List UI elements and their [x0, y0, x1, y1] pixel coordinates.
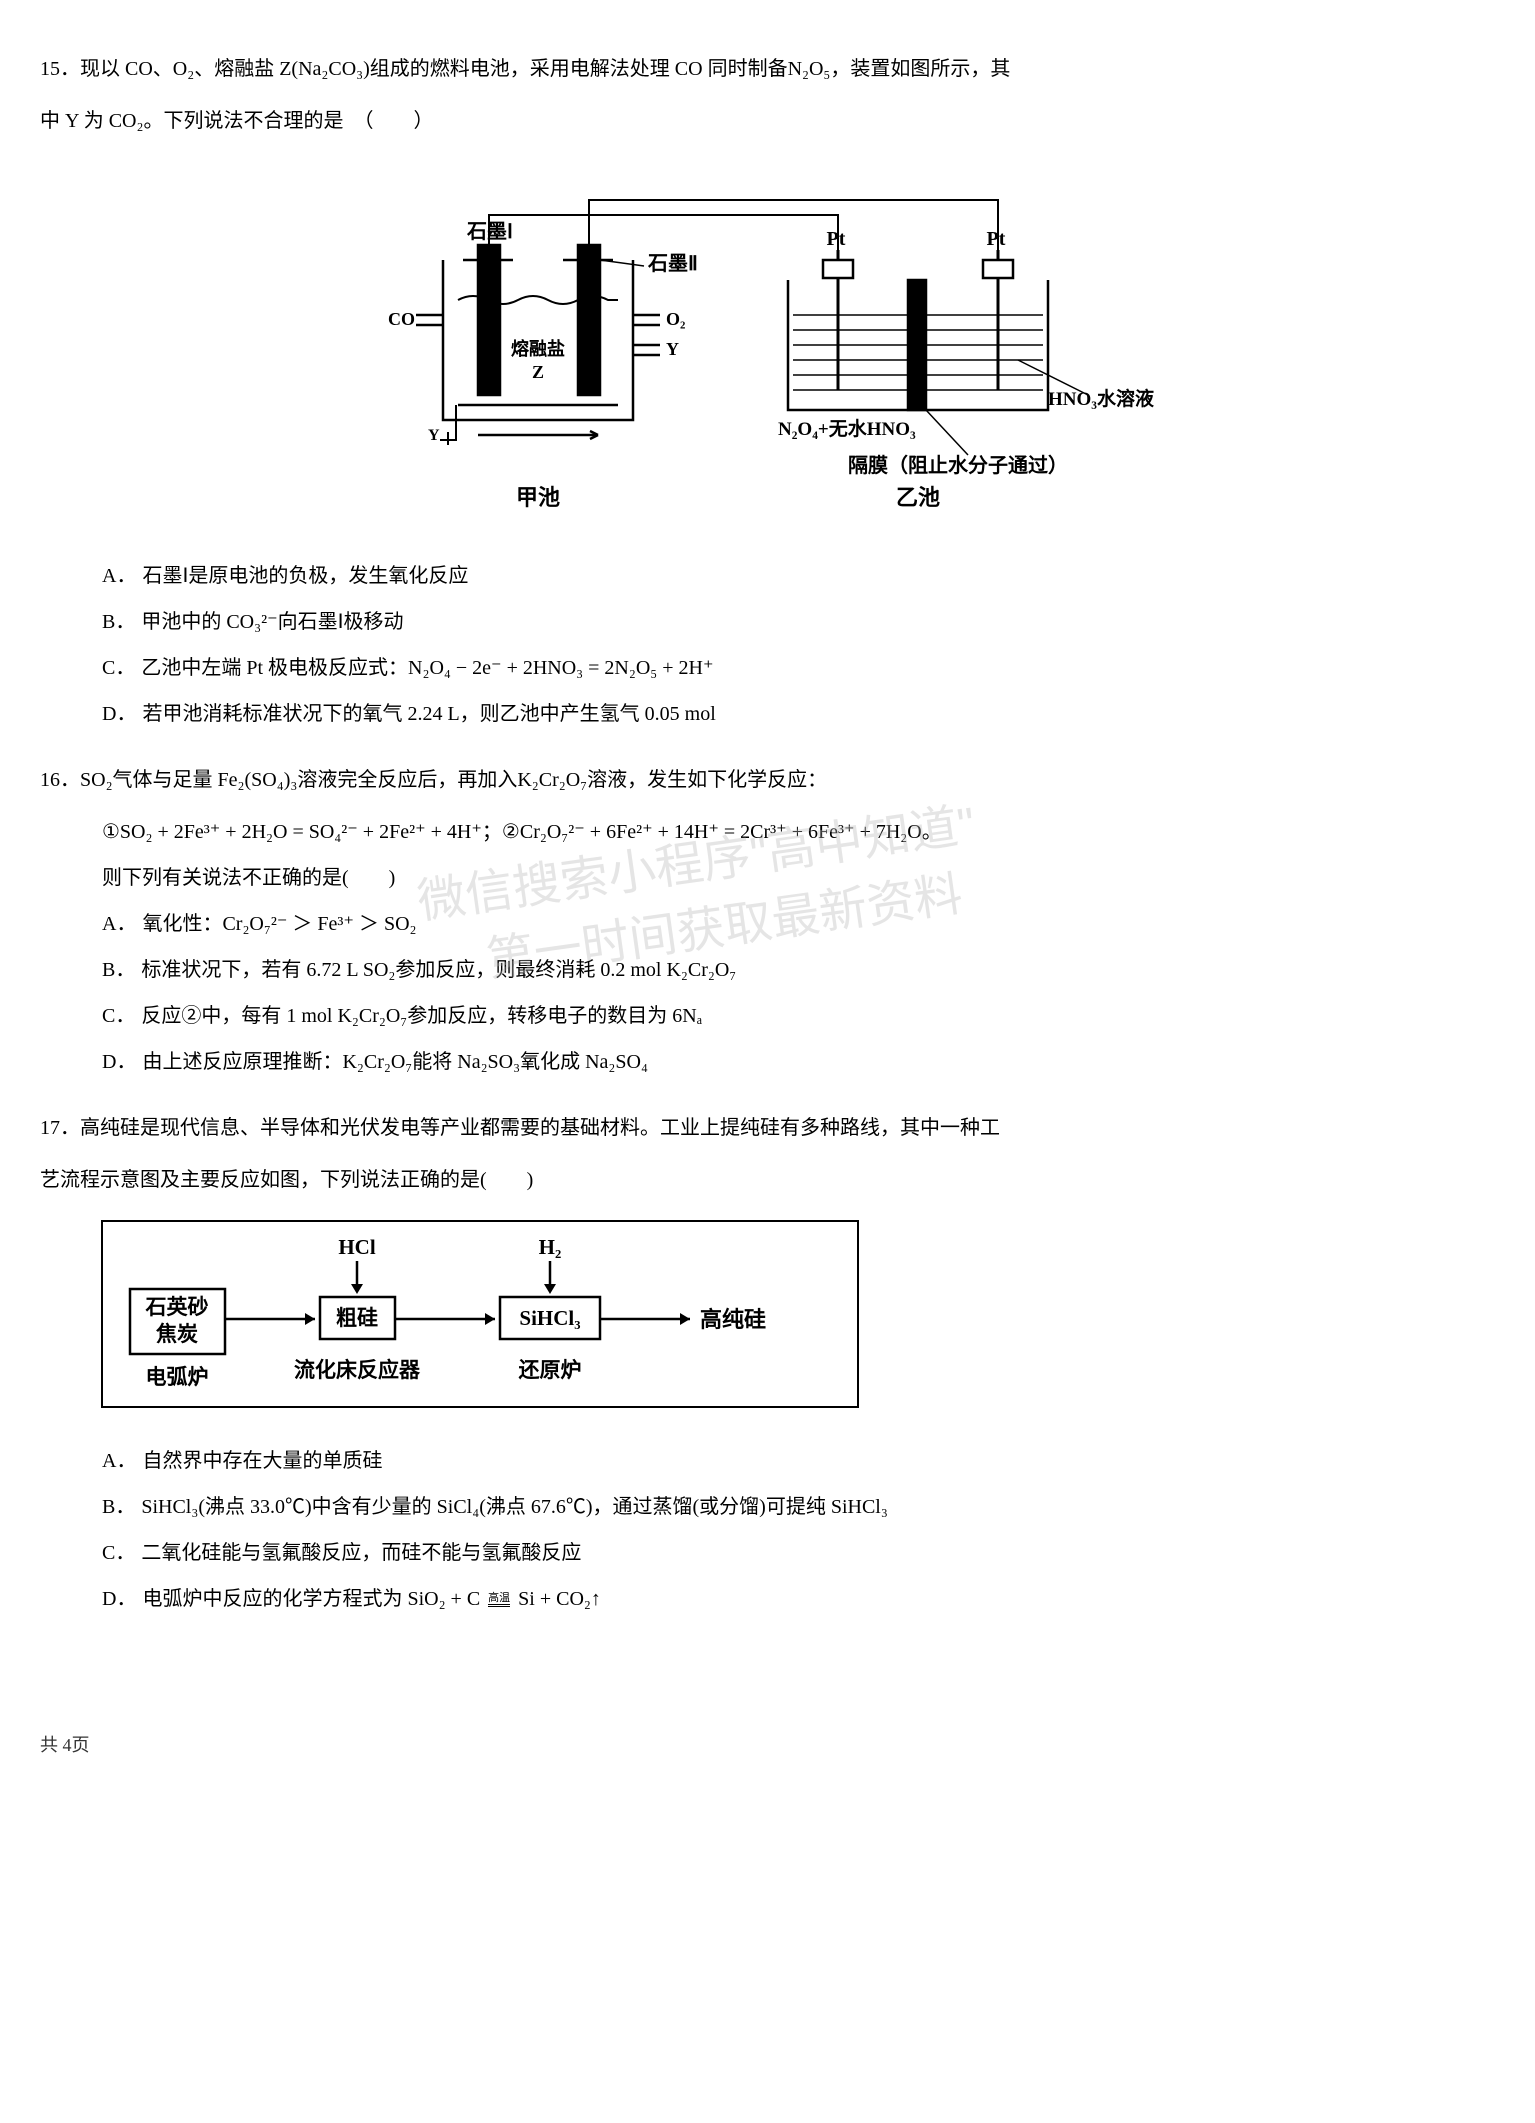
svg-text:Pt: Pt	[986, 228, 1005, 250]
question-15: 15．现以 CO、O₂、熔融盐 Z(Na₂CO₃)组成的燃料电池，采用电解法处理…	[40, 50, 1475, 733]
q15-number: 15．	[40, 58, 80, 80]
svg-text:HNO₃水溶液: HNO₃水溶液	[1048, 387, 1155, 410]
q16-option-b: B．标准状况下，若有 6.72 L SO₂参加反应，则最终消耗 0.2 mol …	[102, 951, 1475, 989]
svg-text:石英砂: 石英砂	[145, 1295, 209, 1319]
svg-text:焦炭: 焦炭	[155, 1322, 198, 1346]
svg-text:高纯硅: 高纯硅	[700, 1307, 766, 1332]
q16-stem: 16．SO₂气体与足量 Fe₂(SO₄)₃溶液完全反应后，再加入K₂Cr₂O₇溶…	[40, 761, 1475, 799]
svg-text:SiHCl₃: SiHCl₃	[519, 1306, 580, 1330]
q17-option-c: C．二氧化硅能与氢氟酸反应，而硅不能与氢氟酸反应	[102, 1534, 1475, 1572]
svg-text:乙池: 乙池	[895, 485, 939, 510]
q15-option-c: C．乙池中左端 Pt 极电极反应式：N₂O₄ − 2e⁻ + 2HNO₃ = 2…	[102, 649, 1475, 687]
page-footer: 共 4页	[40, 1728, 1475, 1762]
q16-option-c: C．反应②中，每有 1 mol K₂Cr₂O₇参加反应，转移电子的数目为 6Nₐ	[102, 997, 1475, 1035]
q15-option-a: A．石墨Ⅰ是原电池的负极，发生氧化反应	[102, 557, 1475, 595]
svg-text:石墨Ⅱ: 石墨Ⅱ	[647, 252, 698, 275]
q17-option-a: A．自然界中存在大量的单质硅	[102, 1442, 1475, 1480]
q17-options: A．自然界中存在大量的单质硅 B．SiHCl₃(沸点 33.0℃)中含有少量的 …	[40, 1442, 1475, 1618]
q15-diagram: 石墨Ⅰ 石墨Ⅱ Pt Pt CO O₂ Y 熔融盐 Z Y N₂O₄+无水HNO…	[40, 160, 1475, 533]
q16-option-a: A．氧化性：Cr₂O₇²⁻ ＞ Fe³⁺ ＞ SO₂	[102, 905, 1475, 943]
q15-option-d: D．若甲池消耗标准状况下的氧气 2.24 L，则乙池中产生氢气 0.05 mol	[102, 695, 1475, 733]
svg-text:Z: Z	[531, 362, 543, 382]
svg-text:N₂O₄+无水HNO₃: N₂O₄+无水HNO₃	[778, 418, 916, 440]
q16-reactions: ①SO₂ + 2Fe³⁺ + 2H₂O = SO₄²⁻ + 2Fe²⁺ + 4H…	[40, 813, 1475, 851]
q17-stem-line1: 高纯硅是现代信息、半导体和光伏发电等产业都需要的基础材料。工业上提纯硅有多种路线…	[80, 1117, 1000, 1139]
svg-text:O₂: O₂	[666, 309, 685, 329]
svg-text:电弧炉: 电弧炉	[146, 1365, 209, 1389]
question-17: 17．高纯硅是现代信息、半导体和光伏发电等产业都需要的基础材料。工业上提纯硅有多…	[40, 1109, 1475, 1618]
q17-flow-diagram: 石英砂 焦炭 电弧炉 粗硅 流化床反应器 HCl SiHCl₃ 还原炉 H₂	[100, 1219, 1475, 1422]
svg-text:Y: Y	[428, 427, 440, 444]
q16-option-d: D．由上述反应原理推断：K₂Cr₂O₇能将 Na₂SO₃氧化成 Na₂SO₄	[102, 1043, 1475, 1081]
q17-stem: 17．高纯硅是现代信息、半导体和光伏发电等产业都需要的基础材料。工业上提纯硅有多…	[40, 1109, 1475, 1147]
q15-stem-line1: 现以 CO、O₂、熔融盐 Z(Na₂CO₃)组成的燃料电池，采用电解法处理 CO…	[80, 58, 1010, 80]
q16-options: A．氧化性：Cr₂O₇²⁻ ＞ Fe³⁺ ＞ SO₂ B．标准状况下，若有 6.…	[40, 905, 1475, 1081]
q17-option-d: D．电弧炉中反应的化学方程式为 SiO₂ + C 高温 Si + CO₂↑	[102, 1580, 1475, 1618]
svg-text:熔融盐: 熔融盐	[511, 338, 565, 359]
q17-number: 17．	[40, 1117, 80, 1139]
q15-options: A．石墨Ⅰ是原电池的负极，发生氧化反应 B．甲池中的 CO₃²⁻向石墨Ⅰ极移动 …	[40, 557, 1475, 733]
question-16: 16．SO₂气体与足量 Fe₂(SO₄)₃溶液完全反应后，再加入K₂Cr₂O₇溶…	[40, 761, 1475, 1081]
svg-text:流化床反应器: 流化床反应器	[294, 1358, 421, 1382]
q15-option-b: B．甲池中的 CO₃²⁻向石墨Ⅰ极移动	[102, 603, 1475, 641]
svg-text:HCl: HCl	[338, 1235, 376, 1259]
q16-stem-text: SO₂气体与足量 Fe₂(SO₄)₃溶液完全反应后，再加入K₂Cr₂O₇溶液，发…	[80, 769, 827, 791]
svg-text:H₂: H₂	[539, 1235, 562, 1259]
q17-option-b: B．SiHCl₃(沸点 33.0℃)中含有少量的 SiCl₄(沸点 67.6℃)…	[102, 1488, 1475, 1526]
svg-text:粗硅: 粗硅	[336, 1306, 378, 1330]
svg-text:还原炉: 还原炉	[518, 1358, 582, 1382]
svg-text:Y: Y	[666, 339, 679, 359]
q15-stem-line2: 中 Y 为 CO₂。下列说法不合理的是 （ ）	[40, 102, 1475, 140]
svg-text:甲池: 甲池	[515, 485, 559, 510]
svg-text:Pt: Pt	[826, 228, 845, 250]
svg-text:石墨Ⅰ: 石墨Ⅰ	[466, 220, 513, 243]
svg-text:CO: CO	[388, 309, 415, 329]
svg-text:隔膜（阻止水分子通过）: 隔膜（阻止水分子通过）	[848, 453, 1068, 477]
q17-optD-content: 电弧炉中反应的化学方程式为 SiO₂ + C 高温 Si + CO₂↑	[142, 1588, 600, 1610]
q15-stem: 15．现以 CO、O₂、熔融盐 Z(Na₂CO₃)组成的燃料电池，采用电解法处理…	[40, 50, 1475, 88]
q17-stem-line2: 艺流程示意图及主要反应如图，下列说法正确的是( )	[40, 1161, 1475, 1199]
q16-number: 16．	[40, 769, 80, 791]
q16-stem2: 则下列有关说法不正确的是( )	[40, 859, 1475, 897]
